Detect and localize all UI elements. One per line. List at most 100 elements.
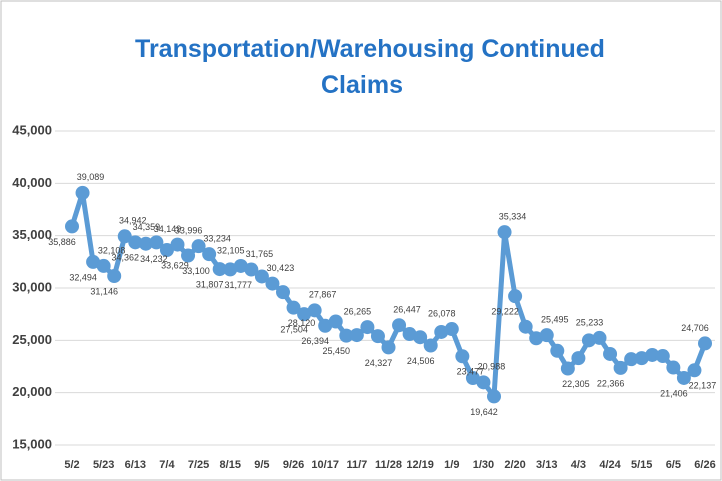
data-point [687, 363, 702, 378]
data-label: 31,146 [90, 286, 118, 296]
data-point [244, 262, 259, 277]
y-tick-label: 35,000 [12, 227, 52, 242]
data-point [159, 243, 174, 258]
data-point [402, 327, 417, 342]
x-tick-label: 5/2 [64, 459, 79, 471]
chart-title-text: Transportation/Warehousing Continued [135, 35, 605, 63]
x-tick-label: 1/30 [473, 459, 494, 471]
chart-title: Transportation/Warehousing Continued [135, 35, 605, 63]
x-tick-label: 12/19 [406, 459, 434, 471]
data-label: 31,777 [224, 280, 252, 290]
data-point [117, 229, 132, 244]
data-label: 33,629 [161, 260, 189, 270]
x-tick-label: 1/9 [444, 459, 459, 471]
x-tick-label: 2/20 [504, 459, 525, 471]
x-tick-label: 5/23 [93, 459, 114, 471]
data-point [613, 360, 628, 375]
data-label: 19,642 [470, 407, 498, 417]
data-label: 31,807 [196, 279, 224, 289]
data-label: 24,706 [681, 323, 709, 333]
data-point [465, 371, 480, 386]
data-point [307, 303, 322, 318]
data-point [65, 219, 79, 234]
data-point [254, 269, 269, 284]
data-label: 23,477 [457, 367, 485, 377]
data-label: 25,450 [323, 346, 351, 356]
data-point [508, 289, 523, 304]
data-point [170, 237, 185, 252]
y-tick-label: 30,000 [12, 279, 52, 294]
data-point [138, 236, 153, 251]
data-label: 29,222 [491, 307, 519, 317]
data-label: 22,305 [562, 379, 590, 389]
data-label: 32,494 [69, 272, 97, 282]
data-label: 26,394 [301, 336, 329, 346]
data-point [181, 248, 196, 263]
data-label: 33,996 [175, 226, 203, 236]
data-point [328, 314, 343, 329]
data-point [497, 225, 512, 240]
x-tick-label: 11/28 [375, 459, 402, 471]
data-label: 20,988 [478, 362, 506, 372]
data-point [455, 349, 470, 364]
x-tick-label: 6/26 [694, 459, 715, 471]
data-point [349, 328, 364, 343]
data-label: 26,265 [344, 306, 372, 316]
data-label: 22,137 [689, 381, 717, 391]
data-label: 34,359 [133, 222, 161, 232]
data-label: 26,078 [428, 308, 456, 318]
data-label: 26,447 [393, 305, 421, 315]
data-label: 24,327 [365, 358, 393, 368]
y-tick-label: 45,000 [12, 122, 52, 137]
data-point [539, 328, 554, 343]
data-point [149, 235, 164, 250]
data-point [592, 330, 607, 345]
x-tick-label: 6/5 [666, 459, 681, 471]
data-point [276, 285, 290, 300]
x-tick-label: 6/13 [125, 459, 146, 471]
data-label: 24,506 [407, 356, 435, 366]
data-point [128, 235, 143, 250]
data-point [370, 329, 385, 344]
data-label: 25,495 [541, 315, 569, 325]
data-point [318, 318, 333, 333]
x-tick-label: 10/17 [311, 459, 339, 471]
x-tick-label: 11/7 [346, 459, 367, 471]
data-point [212, 262, 227, 277]
data-point [392, 318, 407, 333]
x-tick-label: 4/3 [571, 459, 586, 471]
data-point [666, 360, 681, 375]
data-label: 22,366 [597, 378, 625, 388]
chart-title-line-2: Claims [321, 71, 403, 99]
data-point [96, 258, 111, 273]
data-point [339, 328, 354, 343]
data-point [624, 352, 639, 367]
x-tick-label: 5/15 [631, 459, 652, 471]
chart-title-text: Claims [321, 71, 403, 99]
data-point [223, 262, 238, 277]
data-point [286, 300, 301, 315]
data-label: 32,105 [217, 245, 245, 255]
y-tick-label: 20,000 [12, 384, 52, 399]
data-point [191, 239, 206, 254]
data-label: 27,867 [309, 290, 337, 300]
data-label: 33,100 [182, 266, 210, 276]
data-point [360, 320, 375, 335]
x-tick-label: 7/4 [159, 459, 175, 471]
data-point [645, 347, 660, 362]
data-label: 33,234 [203, 234, 231, 244]
data-point [518, 319, 533, 334]
data-label: 39,089 [77, 172, 105, 182]
data-point [107, 269, 122, 284]
data-point [476, 375, 491, 390]
data-label: 27,504 [280, 324, 308, 334]
data-point [86, 254, 101, 269]
x-tick-label: 9/26 [283, 459, 304, 471]
x-tick-label: 3/13 [536, 459, 557, 471]
x-tick-label: 4/24 [599, 459, 621, 471]
data-point [571, 351, 586, 366]
data-label: 28,120 [288, 318, 316, 328]
data-point [634, 351, 649, 366]
data-point [603, 346, 618, 361]
